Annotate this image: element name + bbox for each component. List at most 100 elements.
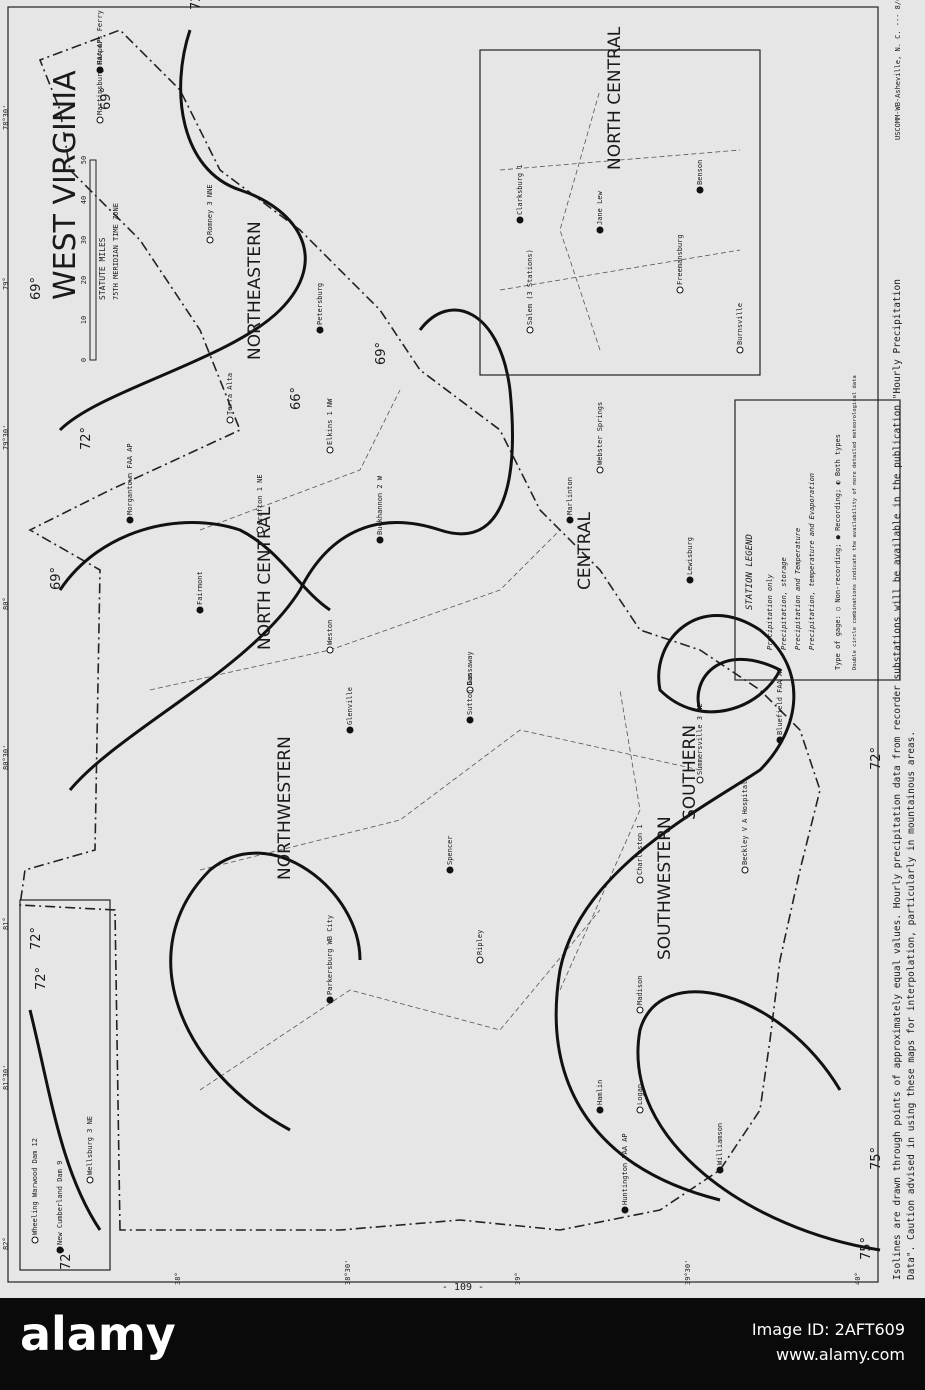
isoline-label: 72° <box>34 967 49 990</box>
graticule-label: 40° <box>854 1272 862 1285</box>
graticule-label: 38° <box>174 1272 182 1285</box>
scale-zone: 75TH MERIDIAN TIME ZONE <box>112 203 120 300</box>
legend-box <box>734 399 901 681</box>
graticule-label: 78°30' <box>2 105 10 130</box>
isoline-label: 72° <box>59 1247 74 1270</box>
imprint: USCOMM-WB-Asheville, N. C. --- 8/61 <box>894 0 902 140</box>
station-name: New Cumberland Dam 9 <box>56 1161 64 1245</box>
station-name: Morgantown FAA AP <box>126 443 134 515</box>
map-frame <box>7 6 879 1283</box>
scale-tick: 0 <box>80 358 88 362</box>
station-marker <box>696 776 704 784</box>
legend-gage: Type of gage: ○ Non-recording; ● Recordi… <box>834 434 842 670</box>
station-name: Parkersburg WB City <box>326 915 334 995</box>
legend-item: Precipitation only <box>766 573 774 650</box>
isoline-label: 72° <box>869 747 884 770</box>
footnote: Data". Caution advised in using these ma… <box>906 731 917 1280</box>
inset-box <box>19 899 111 1271</box>
isoline-label: 69° <box>99 87 114 110</box>
station-marker <box>446 866 454 874</box>
station-name: Marlinton <box>566 477 574 515</box>
region-label: NORTHWESTERN <box>275 736 295 880</box>
station-name: Webster Springs <box>596 402 604 465</box>
station-name: Martinsburg FAA AP <box>96 39 104 115</box>
isoline <box>28 1009 102 1231</box>
legend-item: Precipitation, storage <box>780 557 788 650</box>
state-boundary <box>19 29 821 1231</box>
station-marker <box>326 996 334 1004</box>
station-marker <box>466 716 474 724</box>
graticule-label: 80° <box>2 597 10 610</box>
region-label: NORTH CENTRAL <box>255 506 275 650</box>
map-title: WEST VIRGINIA <box>48 70 83 300</box>
station-marker <box>716 1166 724 1174</box>
station-marker <box>696 186 704 194</box>
station-marker <box>126 516 134 524</box>
scale-tick: 50 <box>80 156 88 164</box>
station-marker <box>196 606 204 614</box>
station-name: Bluefield FAA AP <box>776 668 784 735</box>
stations: Huntington FAA AP Charleston 1 Morgantown … <box>31 10 784 1254</box>
legend-item: Precipitation, temperature and Evaporati… <box>808 473 816 650</box>
isoline <box>169 851 362 1132</box>
scale-tick: 20 <box>80 276 88 284</box>
station-name: Grafton 1 NE <box>256 474 264 525</box>
graticule-label: 79°30' <box>2 425 10 450</box>
station-marker <box>596 1106 604 1114</box>
scale-tick: 10 <box>80 316 88 324</box>
station-name: Elkins 1 NW <box>326 398 334 445</box>
station-name: Fairmont <box>196 571 204 605</box>
isoline <box>58 29 307 432</box>
graticule-label: 81° <box>2 917 10 930</box>
isoline-label: 66° <box>289 387 304 410</box>
station-marker <box>736 346 744 354</box>
station-marker <box>326 646 334 654</box>
county-lines <box>499 89 741 351</box>
station-marker <box>376 536 384 544</box>
graticule-label: 79° <box>2 277 10 290</box>
scale-tick: 30 <box>80 236 88 244</box>
map: WEST VIRGINIA STATUTE MILES 75TH MERIDIA… <box>2 0 917 1285</box>
station-marker <box>566 516 574 524</box>
station-name: Jane Lew <box>596 190 604 225</box>
graticule-label: 81°30' <box>2 1065 10 1090</box>
station-name: Hamlin <box>596 1080 604 1105</box>
isoline <box>68 308 514 791</box>
station-marker <box>741 866 749 874</box>
scale-tick: 40 <box>80 196 88 204</box>
station-name: Ripley <box>476 930 484 955</box>
station-marker <box>346 726 354 734</box>
graticule-label: 80°30' <box>2 745 10 770</box>
station-marker <box>256 526 264 534</box>
isoline-label: 72° <box>79 427 94 450</box>
region-label: NORTHEASTERN <box>245 221 265 360</box>
station-name: Sutton Dam <box>466 673 474 715</box>
station-marker <box>596 466 604 474</box>
isoline-label: 69° <box>374 342 389 365</box>
station-name: Salem (3 Stations) <box>526 249 534 325</box>
legend-note: Double circle combinations indicate the … <box>852 375 858 670</box>
graticule-label: 39° <box>514 1272 522 1285</box>
station-name: Gassaway <box>466 651 474 685</box>
station-marker <box>326 446 334 454</box>
region-label: NORTH CENTRAL <box>605 26 625 170</box>
scale-ticks: 0 10 20 30 40 50 <box>80 156 88 362</box>
watermark-logo: alamy <box>20 1307 176 1361</box>
station-marker <box>776 736 784 744</box>
isoline-label: 69° <box>29 277 44 300</box>
region-label: SOUTHERN <box>680 725 700 820</box>
graticule-label: 82° <box>2 1237 10 1250</box>
station-marker <box>206 236 214 244</box>
station-name: Glenville <box>346 687 354 725</box>
county-lines <box>149 389 701 1091</box>
station-name: Terra Alta <box>226 373 234 415</box>
station-marker <box>636 1106 644 1114</box>
region-label: CENTRAL <box>575 512 595 590</box>
legend-title: STATION LEGEND <box>745 534 755 610</box>
station-name: Benson <box>696 160 704 185</box>
scale-bar <box>89 159 97 361</box>
station-name: Charleston 1 <box>636 824 644 875</box>
station-name: Lewisburg <box>686 537 694 575</box>
station-marker <box>516 216 524 224</box>
